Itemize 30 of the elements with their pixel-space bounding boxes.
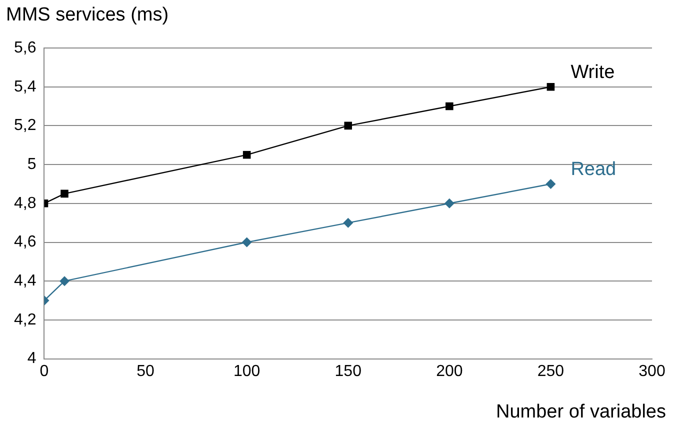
x-tick-label: 300 [638, 362, 666, 380]
series-label: Read [570, 159, 616, 180]
y-tick-label: 4,6 [14, 234, 36, 251]
x-tick-label: 250 [537, 362, 564, 380]
point [546, 82, 555, 91]
y-tick-label: 4,2 [14, 311, 36, 328]
point [60, 190, 68, 198]
y-tick-label: 4 [27, 350, 36, 368]
point [546, 178, 556, 189]
series-label: Write [570, 62, 615, 84]
y-tick-label: 5,6 [14, 39, 36, 56]
point [242, 150, 251, 159]
x-tick-label: 0 [40, 362, 49, 380]
point [444, 198, 454, 208]
y-tick-label: 5 [27, 156, 36, 173]
point [343, 218, 354, 228]
point [60, 276, 70, 286]
y-tick-label: 5,4 [14, 78, 36, 96]
y-tick-label: 4,4 [14, 272, 36, 290]
point [446, 102, 454, 110]
x-tick-label: 150 [334, 362, 362, 380]
point [242, 237, 252, 248]
x-tick-label: 50 [136, 362, 155, 380]
x-tick-label: 100 [233, 362, 260, 380]
x-tick-label: 200 [436, 362, 463, 380]
point [344, 122, 352, 130]
x-axis-title: Number of variables [496, 402, 666, 423]
y-tick-label: 4,8 [14, 194, 36, 212]
y-tick-label: 5,2 [14, 117, 36, 134]
y-axis-title: MMS services (ms) [6, 4, 169, 26]
